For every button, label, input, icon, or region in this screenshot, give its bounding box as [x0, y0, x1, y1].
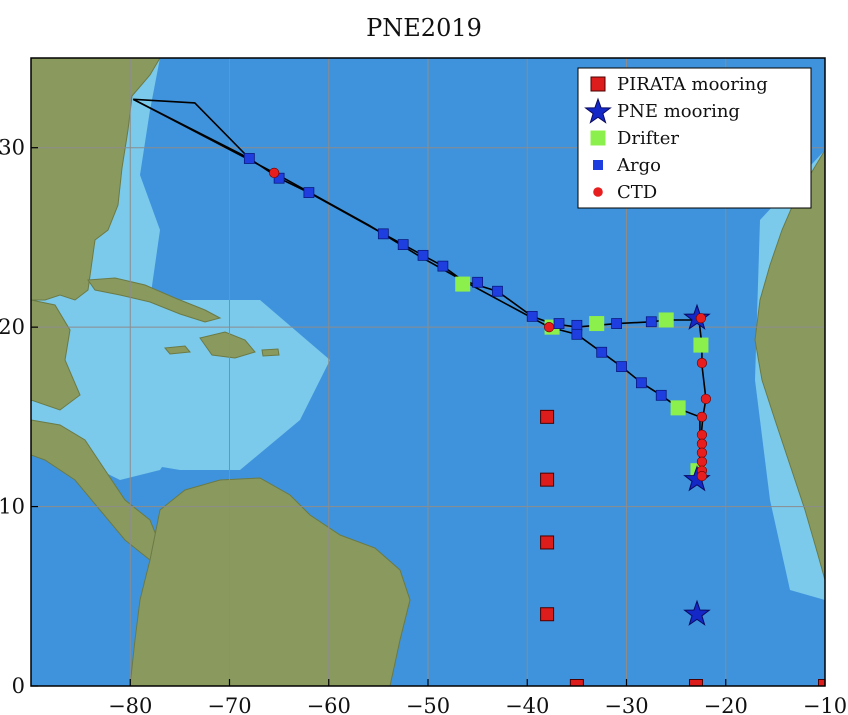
- legend-label-argo: Argo: [616, 155, 661, 176]
- argo-marker: [635, 377, 647, 389]
- legend-label-pirata: PIRATA mooring: [617, 74, 768, 95]
- legend-marker-argo: [593, 160, 603, 170]
- ctd-marker: [696, 357, 708, 369]
- ctd-marker: [543, 322, 555, 333]
- observation-markers: [243, 153, 825, 686]
- legend-label-ctd: CTD: [617, 182, 657, 203]
- argo-marker: [243, 153, 255, 164]
- argo-marker: [645, 316, 657, 328]
- argo-marker: [526, 310, 538, 322]
- pirata-mooring-marker: [569, 679, 584, 686]
- cuba: [87, 277, 222, 323]
- pirata-mooring-marker: [540, 409, 555, 424]
- argo-marker: [611, 318, 622, 329]
- pne-mooring-marker: [683, 599, 711, 626]
- legend-label-pne: PNE mooring: [617, 101, 740, 122]
- argo-marker: [571, 328, 583, 340]
- hispaniola: [199, 331, 256, 359]
- ctd-marker: [696, 429, 708, 440]
- argo-marker: [492, 285, 503, 297]
- pirata-mooring-marker: [540, 535, 555, 550]
- legend-marker-ctd: [593, 187, 603, 197]
- argo-marker: [616, 361, 627, 373]
- x-tick-label: −80: [108, 694, 152, 715]
- puerto-rico: [261, 348, 280, 357]
- pirata-mooring-marker: [540, 472, 555, 487]
- ctd-marker: [696, 438, 708, 449]
- jamaica: [164, 345, 191, 355]
- south-america: [129, 477, 411, 686]
- legend-box: [577, 67, 812, 209]
- pirata-mooring-marker: [688, 679, 703, 686]
- ctd-marker: [696, 456, 708, 467]
- argo-marker: [397, 239, 409, 251]
- argo-marker: [553, 318, 565, 329]
- argo-marker: [571, 319, 583, 331]
- ctd-marker: [269, 167, 280, 178]
- legend-marker-pirata: [590, 76, 606, 92]
- x-tick-label: −70: [207, 694, 251, 715]
- ctd-marker: [700, 393, 712, 405]
- drifter-marker: [455, 276, 471, 292]
- y-tick-label: 30: [0, 136, 25, 160]
- map-title: PNE2019: [366, 14, 482, 42]
- land: [31, 58, 825, 686]
- drifter-marker: [589, 316, 605, 332]
- argo-marker: [472, 276, 484, 288]
- cruise-track: [133, 98, 250, 160]
- drifter-marker: [693, 337, 709, 353]
- argo-marker: [303, 187, 315, 198]
- legend-label-drifter: Drifter: [617, 128, 679, 149]
- ctd-marker: [696, 470, 708, 482]
- x-tick-label: −20: [704, 694, 748, 715]
- argo-marker: [437, 260, 449, 272]
- axis-ticks: −80 −70 −60 −50 −40 −30 −20 −10 0 10 20 30: [0, 136, 847, 715]
- legend-marker-pne: [584, 97, 612, 124]
- ctd-marker: [696, 411, 708, 422]
- argo-marker: [596, 346, 608, 358]
- x-tick-label: −40: [505, 694, 549, 715]
- ctd-marker: [696, 447, 708, 458]
- pirata-mooring-marker: [818, 679, 825, 686]
- argo-marker: [655, 389, 667, 401]
- argo-marker: [377, 228, 389, 240]
- legend-marker-drifter: [590, 130, 606, 146]
- north-america: [31, 58, 161, 301]
- x-tick-label: −10: [803, 694, 847, 715]
- drifter-marker: [658, 312, 674, 328]
- argo-marker: [417, 249, 429, 261]
- pirata-mooring-marker: [540, 607, 555, 622]
- legend: PIRATA mooring PNE mooring Drifter Argo …: [577, 67, 812, 209]
- y-tick-label: 10: [0, 495, 25, 519]
- x-tick-label: −60: [307, 694, 351, 715]
- y-tick-label: 0: [12, 674, 25, 698]
- ctd-marker: [695, 313, 707, 324]
- x-tick-label: −50: [406, 694, 450, 715]
- drifter-marker: [670, 400, 686, 416]
- y-tick-label: 20: [0, 315, 25, 339]
- x-tick-label: −30: [604, 694, 648, 715]
